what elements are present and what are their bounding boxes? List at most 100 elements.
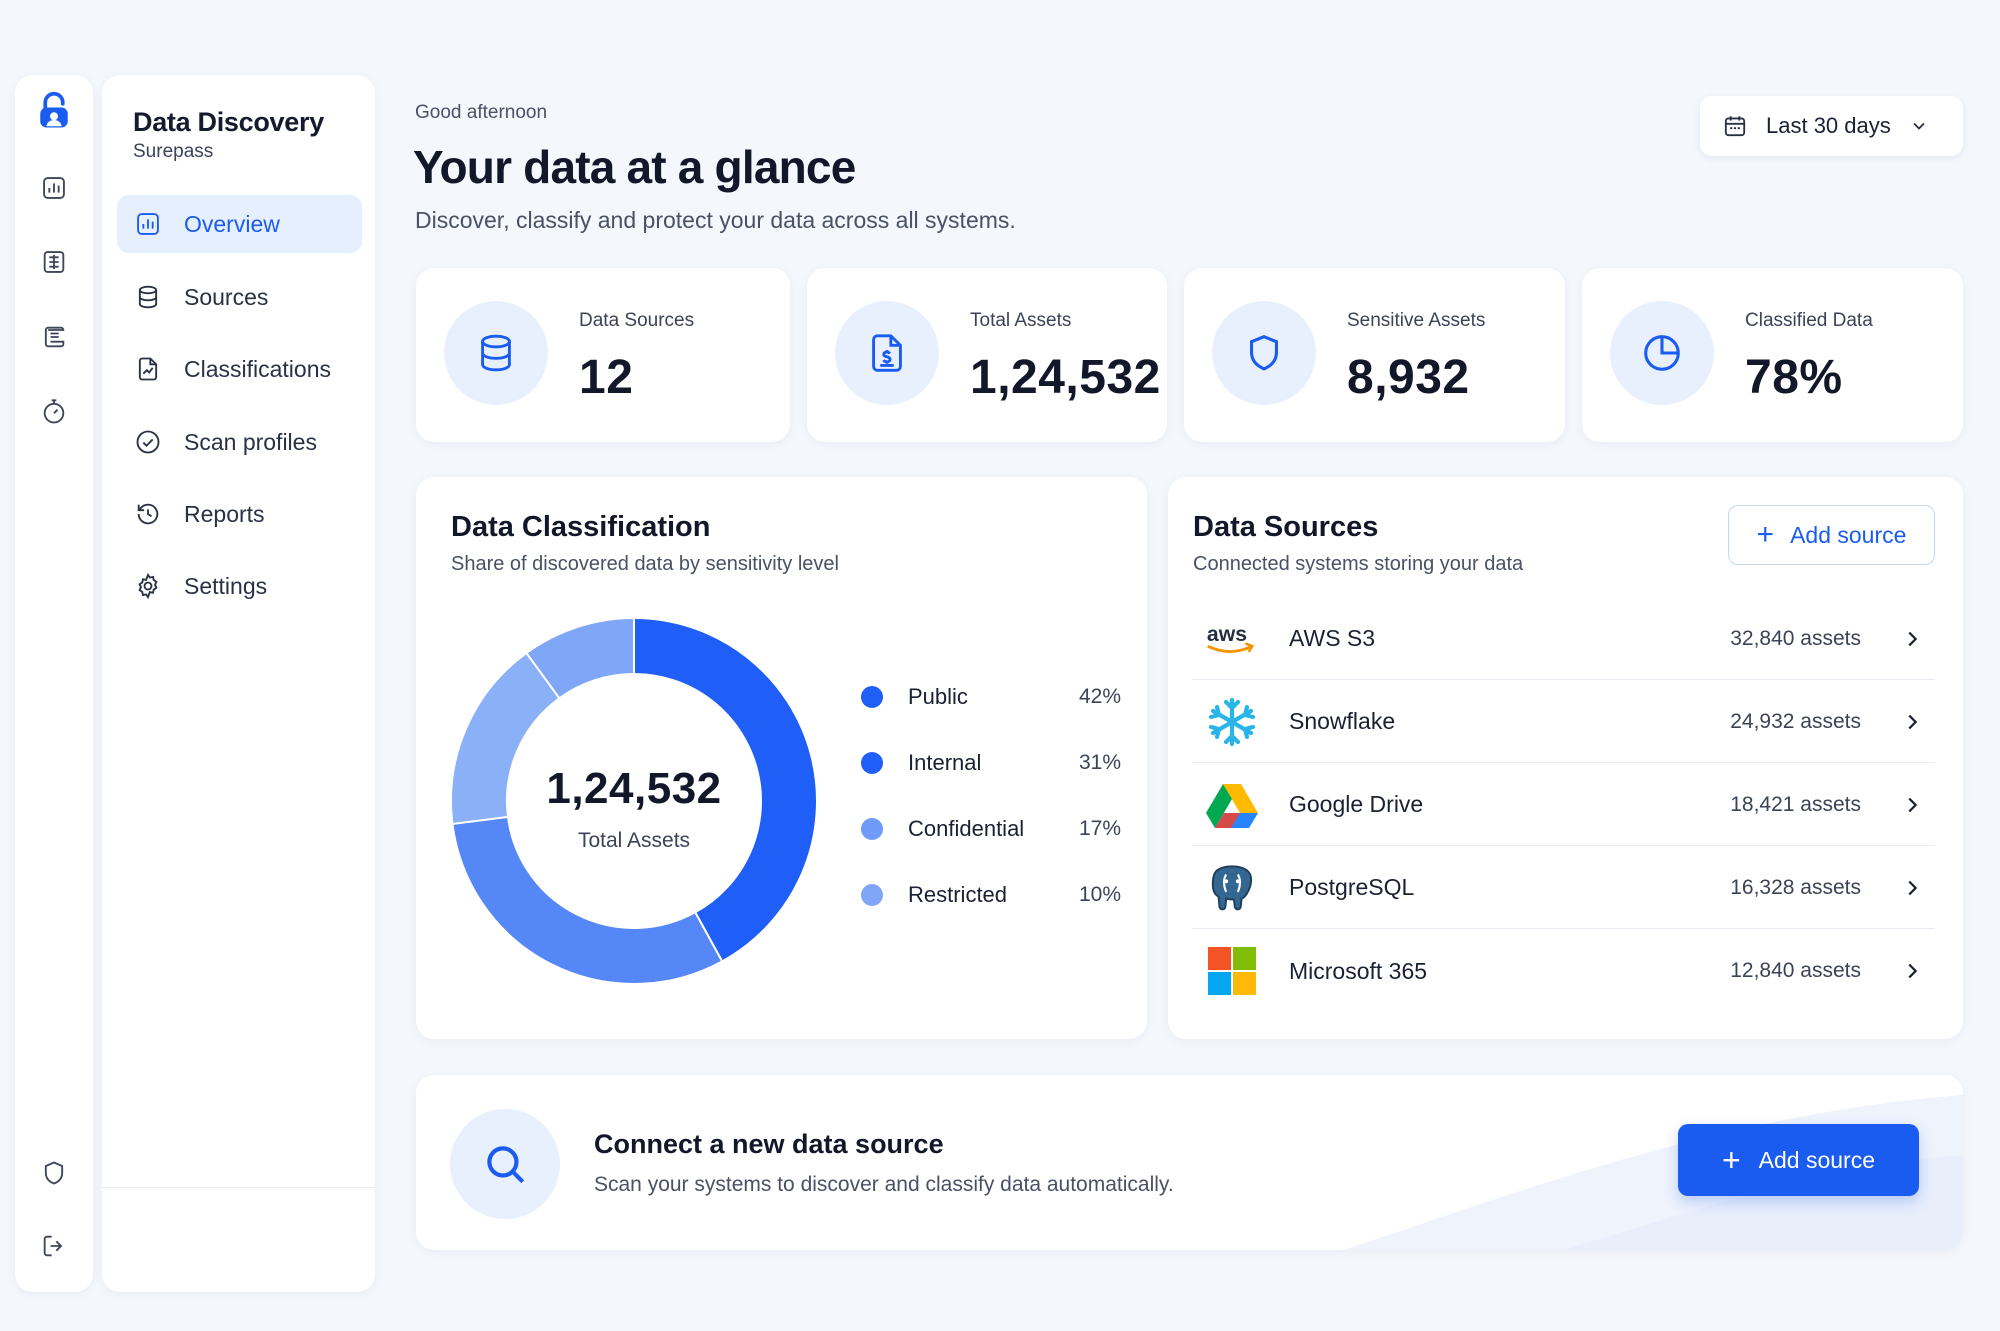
stat-value: 12 xyxy=(579,351,634,404)
sidebar-item-overview[interactable]: Overview xyxy=(117,195,362,253)
stat-card-sensitive-assets[interactable]: Sensitive Assets 8,932 xyxy=(1184,268,1565,442)
stat-label: Data Sources xyxy=(579,310,695,331)
connect-source-banner: Connect a new data source Scan your syst… xyxy=(416,1075,1963,1250)
source-row-snowflake[interactable]: Snowflake 24,932 assets xyxy=(1192,681,1935,763)
legend-item-internal: Internal 31% xyxy=(861,748,1121,778)
donut-chart: 1,24,532 Total Assets xyxy=(450,616,818,985)
source-row-microsoft-365[interactable]: Microsoft 365 12,840 assets xyxy=(1192,930,1935,1012)
data-classification-panel: Data Classification Share of discovered … xyxy=(416,477,1147,1039)
sidebar-item-label: Reports xyxy=(184,500,265,527)
stat-value: 1,24,532 xyxy=(970,351,1161,404)
shield-icon[interactable] xyxy=(40,1159,68,1187)
panel-subtitle: Share of discovered data by sensitivity … xyxy=(451,553,839,575)
source-name: Google Drive xyxy=(1289,791,1424,817)
data-sources-panel: Data Sources Connected systems storing y… xyxy=(1168,477,1963,1039)
add-source-primary-button[interactable]: + Add source xyxy=(1678,1124,1919,1196)
sidebar-item-settings[interactable]: Settings xyxy=(117,557,362,615)
logout-icon[interactable] xyxy=(40,1232,68,1260)
date-range-dropdown[interactable]: Last 30 days xyxy=(1700,96,1963,156)
page-title: Your data at a glance xyxy=(413,141,856,193)
file-dollar-icon xyxy=(835,301,939,405)
svg-text:aws: aws xyxy=(1207,622,1247,645)
lock-icon[interactable] xyxy=(34,90,74,130)
legend-dot xyxy=(861,686,883,708)
chevron-right-icon xyxy=(1908,880,1918,895)
legend-dot xyxy=(861,818,883,840)
microsoft-365-logo xyxy=(1204,943,1260,999)
sidebar-divider xyxy=(102,1187,375,1188)
page-subtitle: Discover, classify and protect your data… xyxy=(415,207,1016,233)
donut-slice-public[interactable] xyxy=(633,616,818,963)
sidebar-item-label: Settings xyxy=(184,572,268,599)
stat-label: Total Assets xyxy=(970,310,1072,331)
legend-label: Internal xyxy=(908,750,982,775)
banner-subtitle: Scan your systems to discover and classi… xyxy=(594,1173,1174,1196)
add-source-button[interactable]: + Add source xyxy=(1728,505,1935,565)
brand-subtitle: Surepass xyxy=(133,141,214,162)
source-row-postgresql[interactable]: PostgreSQL 16,328 assets xyxy=(1192,847,1935,929)
scroll-icon[interactable] xyxy=(40,323,68,351)
legend-dot xyxy=(861,752,883,774)
stat-value: 8,932 xyxy=(1347,351,1470,404)
plus-icon: + xyxy=(1721,1142,1741,1178)
chevron-down-icon xyxy=(1913,122,1925,130)
list-icon[interactable] xyxy=(40,248,68,276)
stat-label: Sensitive Assets xyxy=(1347,310,1486,331)
chevron-right-icon xyxy=(1908,963,1918,979)
source-name: PostgreSQL xyxy=(1289,874,1415,900)
sidebar-item-label: Sources xyxy=(184,283,269,310)
source-row-google-drive[interactable]: Google Drive 18,421 assets xyxy=(1192,764,1935,846)
stat-card-data-sources[interactable]: Data Sources 12 xyxy=(416,268,790,442)
bar-chart-icon xyxy=(137,213,159,235)
bar-chart-icon[interactable] xyxy=(40,174,68,202)
check-circle-icon xyxy=(136,430,160,454)
file-chart-icon xyxy=(138,357,158,381)
greeting: Good afternoon xyxy=(415,102,548,123)
legend-item-restricted: Restricted 10% xyxy=(861,880,1121,910)
add-source-button-label: Add source xyxy=(1758,1146,1876,1173)
gear-icon xyxy=(138,572,158,600)
database-icon xyxy=(138,285,158,309)
panel-title: Data Classification xyxy=(451,511,711,543)
donut-center-value: 1,24,532 xyxy=(546,764,722,813)
source-name: Microsoft 365 xyxy=(1289,957,1428,984)
donut-slice-restricted[interactable] xyxy=(525,616,635,700)
stat-card-total-assets[interactable]: Total Assets 1,24,532 xyxy=(807,268,1167,442)
sidebar-item-reports[interactable]: Reports xyxy=(117,485,362,543)
source-row-aws-s3[interactable]: aws AWS S3 32,840 assets xyxy=(1192,598,1935,680)
source-count: 24,932 assets xyxy=(1730,709,1861,733)
timer-icon[interactable] xyxy=(40,398,68,426)
stat-value: 78% xyxy=(1745,351,1843,404)
sidebar-item-classifications[interactable]: Classifications xyxy=(117,340,362,398)
panel-subtitle: Connected systems storing your data xyxy=(1193,553,1524,575)
search-icon xyxy=(450,1109,560,1219)
banner-title: Connect a new data source xyxy=(594,1129,944,1159)
source-name: AWS S3 xyxy=(1289,625,1376,651)
snowflake-logo xyxy=(1204,694,1260,750)
postgresql-logo xyxy=(1204,860,1260,916)
chevron-right-icon xyxy=(1908,797,1918,812)
source-name: Snowflake xyxy=(1289,708,1396,734)
sidebar-item-label: Classifications xyxy=(184,355,331,382)
legend-label: Public xyxy=(908,684,968,709)
database-icon xyxy=(444,301,548,405)
add-source-label: Add source xyxy=(1790,521,1907,548)
brand-title: Data Discovery xyxy=(133,107,324,137)
stat-card-classified-data[interactable]: Classified Data 78% xyxy=(1582,268,1963,442)
donut-slice-internal[interactable] xyxy=(451,815,724,985)
donut-center-label: Total Assets xyxy=(577,829,691,852)
source-count: 16,328 assets xyxy=(1730,875,1861,899)
legend-value: 42% xyxy=(1078,685,1121,708)
sidebar-item-label: Scan profiles xyxy=(184,428,317,455)
date-range-label: Last 30 days xyxy=(1766,113,1891,138)
panel-title: Data Sources xyxy=(1193,511,1379,543)
legend-item-public: Public 42% xyxy=(861,682,1121,712)
legend-label: Confidential xyxy=(908,816,1025,841)
google-drive-logo xyxy=(1204,777,1260,833)
chevron-right-icon xyxy=(1908,631,1918,646)
sidebar-item-sources[interactable]: Sources xyxy=(117,268,362,326)
stat-label: Classified Data xyxy=(1745,310,1873,331)
sidebar-item-label: Overview xyxy=(184,210,280,237)
sidebar-item-scan-profiles[interactable]: Scan profiles xyxy=(117,413,362,471)
legend-value: 17% xyxy=(1078,817,1121,840)
